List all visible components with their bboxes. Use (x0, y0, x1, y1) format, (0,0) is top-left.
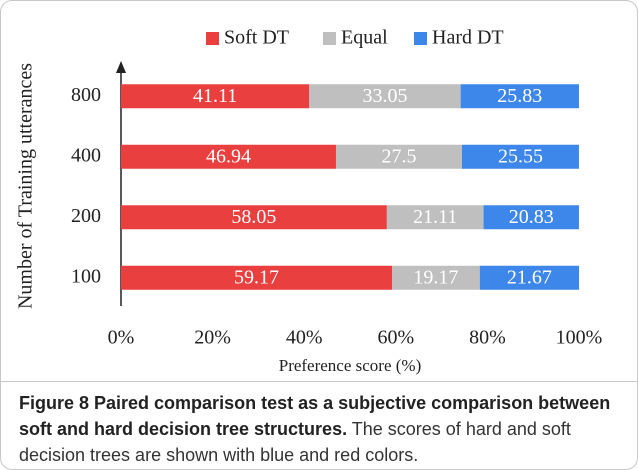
bar-segment (121, 265, 392, 290)
x-tick-label: 100% (556, 327, 603, 349)
x-tick-label: 60% (377, 327, 414, 349)
bar-segment (121, 84, 310, 109)
x-tick-label: 40% (286, 327, 323, 349)
data-label: 21.67 (507, 266, 552, 288)
bar-segment (121, 205, 387, 230)
bar-segment (461, 144, 579, 169)
axis-arrow (116, 61, 126, 73)
legend-swatch (323, 32, 336, 45)
data-label: 59.17 (234, 266, 279, 288)
bar-segment (335, 144, 462, 169)
x-tick-label: 20% (194, 327, 231, 349)
bar-segment (483, 205, 579, 230)
bar-segment (460, 84, 579, 109)
data-label: 41.11 (193, 85, 237, 107)
bar-segment (309, 84, 461, 109)
data-label: 25.55 (498, 145, 543, 167)
data-label: 58.05 (231, 206, 276, 228)
y-tick-label: 100 (71, 265, 101, 287)
bar-segment (386, 205, 484, 230)
caption-text: The scores of hard and soft decision tre… (19, 419, 571, 465)
y-tick-label: 800 (71, 84, 101, 106)
legend-swatch (206, 32, 219, 45)
data-label: 33.05 (362, 85, 407, 107)
data-label: 21.11 (413, 206, 457, 228)
bar-segment (479, 265, 580, 290)
data-label: 20.83 (509, 206, 554, 228)
data-label: 27.5 (381, 145, 416, 167)
x-tick-label: 80% (469, 327, 506, 349)
x-axis-label: Preference score (%) (279, 356, 422, 375)
data-label: 25.83 (497, 85, 542, 107)
legend-swatch (414, 32, 427, 45)
legend-label: Equal (341, 27, 388, 49)
bar-segment (121, 144, 336, 169)
y-tick-label: 200 (71, 205, 101, 227)
y-tick-label: 400 (71, 144, 101, 166)
legend-label: Hard DT (432, 27, 504, 49)
y-axis-label: Number of Training utterances (15, 63, 37, 309)
data-label: 19.17 (413, 266, 458, 288)
bar-segment (391, 265, 480, 290)
chart: Number of Training utterances Preference… (15, 27, 603, 375)
legend-label: Soft DT (224, 27, 289, 49)
data-label: 46.94 (206, 145, 251, 167)
x-tick-label: 0% (108, 327, 135, 349)
caption: Figure 8 Paired comparison test as a sub… (1, 381, 637, 469)
caption-title: Figure 8 Paired comparison test as a sub… (19, 393, 611, 439)
